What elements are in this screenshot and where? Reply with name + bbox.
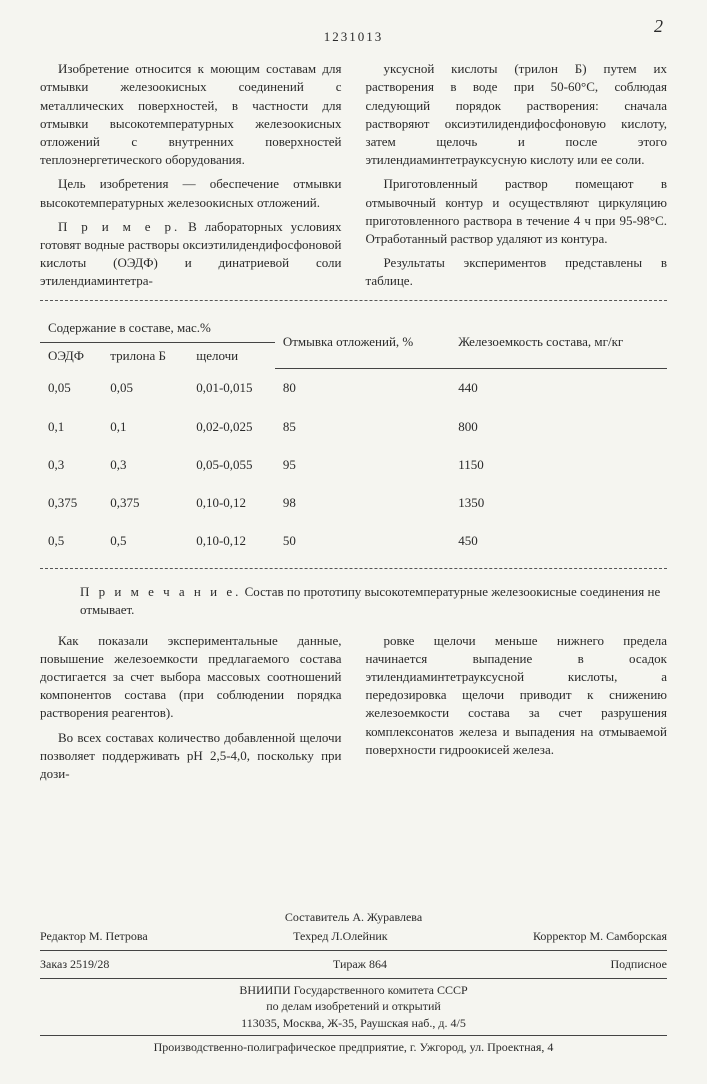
order-number: Заказ 2519/28: [40, 956, 109, 973]
right-column: уксусной кислоты (трилон Б) путем их рас…: [366, 60, 668, 296]
table-cell: 80: [275, 369, 450, 408]
table-bottom-rule: [40, 568, 667, 569]
org-line-2: по делам изобретений и открытий: [40, 998, 667, 1015]
col-header-washing: Отмывка отложений, %: [275, 315, 450, 368]
upper-columns: Изобретение относится к моющим составам …: [40, 60, 667, 296]
table-cell: 0,5: [40, 522, 102, 560]
colophon-rule-2: [40, 978, 667, 979]
table-cell: 0,02-0,025: [188, 408, 275, 446]
example-label: П р и м е р.: [58, 219, 180, 234]
purpose-paragraph: Цель изобретения — обеспечение отмывки в…: [40, 175, 342, 211]
note-label: П р и м е ч а н и е.: [80, 584, 241, 599]
table-cell: 0,05: [102, 369, 188, 408]
table-top-rule: [40, 300, 667, 301]
lower-columns: Как показали экспериментальные данные, п…: [40, 632, 667, 790]
lower-right-column: ровке щелочи меньше нижнего предела начи…: [366, 632, 668, 790]
techred: Техред Л.Олейник: [293, 928, 388, 945]
col-header-capacity: Железоемкость состава, мг/кг: [450, 315, 667, 368]
lower-left-column: Как показали экспериментальные данные, п…: [40, 632, 342, 790]
ph-paragraph: Во всех составах количество добавленной …: [40, 729, 342, 784]
table-cell: 0,5: [102, 522, 188, 560]
example-paragraph: П р и м е р. В лабораторных условиях гот…: [40, 218, 342, 291]
table-row: 0,30,30,05-0,055951150: [40, 446, 667, 484]
col-header-trilon: трилона Б: [102, 342, 188, 369]
table-cell: 440: [450, 369, 667, 408]
corrector: Корректор М. Самборская: [533, 928, 667, 945]
table-cell: 0,10-0,12: [188, 484, 275, 522]
org-address: 113035, Москва, Ж-35, Раушская наб., д. …: [40, 1015, 667, 1032]
table-cell: 0,375: [102, 484, 188, 522]
table-row: 0,10,10,02-0,02585800: [40, 408, 667, 446]
table-cell: 0,1: [40, 408, 102, 446]
results-intro: Результаты экспериментов представлены в …: [366, 254, 668, 290]
editor: Редактор М. Петрова: [40, 928, 148, 945]
corner-page-number: 2: [654, 14, 663, 39]
table-row: 0,3750,3750,10-0,12981350: [40, 484, 667, 522]
table-cell: 0,3: [102, 446, 188, 484]
table-body: 0,050,050,01-0,015804400,10,10,02-0,0258…: [40, 369, 667, 560]
colophon-rule-1: [40, 950, 667, 951]
table-cell: 1350: [450, 484, 667, 522]
printer-line: Производственно-полиграфическое предприя…: [40, 1039, 667, 1056]
colophon: Составитель А. Журавлева Редактор М. Пет…: [40, 909, 667, 1056]
table-cell: 95: [275, 446, 450, 484]
col-header-oedph: ОЭДФ: [40, 342, 102, 369]
table-row: 0,050,050,01-0,01580440: [40, 369, 667, 408]
table-cell: 0,375: [40, 484, 102, 522]
tirage: Тираж 864: [333, 956, 387, 973]
colophon-rule-3: [40, 1035, 667, 1036]
col-header-alkali: щелочи: [188, 342, 275, 369]
table-cell: 1150: [450, 446, 667, 484]
table-cell: 0,3: [40, 446, 102, 484]
table-cell: 0,05: [40, 369, 102, 408]
table-cell: 0,10-0,12: [188, 522, 275, 560]
alkali-dosage-paragraph: ровке щелочи меньше нижнего предела начи…: [366, 632, 668, 759]
left-column: Изобретение относится к моющим составам …: [40, 60, 342, 296]
results-table: Содержание в составе, мас.% Отмывка отло…: [40, 315, 667, 560]
table-cell: 0,05-0,055: [188, 446, 275, 484]
dissolution-paragraph: уксусной кислоты (трилон Б) путем их рас…: [366, 60, 668, 169]
table-row: 0,50,50,10-0,1250450: [40, 522, 667, 560]
org-line-1: ВНИИПИ Государственного комитета СССР: [40, 982, 667, 999]
table-cell: 450: [450, 522, 667, 560]
experimental-data-paragraph: Как показали экспериментальные данные, п…: [40, 632, 342, 723]
table-cell: 0,1: [102, 408, 188, 446]
intro-paragraph: Изобретение относится к моющим составам …: [40, 60, 342, 169]
table-cell: 50: [275, 522, 450, 560]
group-header-composition: Содержание в составе, мас.%: [40, 315, 275, 342]
table-note: П р и м е ч а н и е. Состав по прототипу…: [80, 583, 667, 619]
procedure-paragraph: Приготовленный раствор помещают в отмыво…: [366, 175, 668, 248]
table-cell: 98: [275, 484, 450, 522]
table-cell: 0,01-0,015: [188, 369, 275, 408]
document-number: 1231013: [40, 28, 667, 46]
compiler-line: Составитель А. Журавлева: [40, 909, 667, 926]
subscription: Подписное: [611, 956, 668, 973]
table-cell: 800: [450, 408, 667, 446]
table-cell: 85: [275, 408, 450, 446]
